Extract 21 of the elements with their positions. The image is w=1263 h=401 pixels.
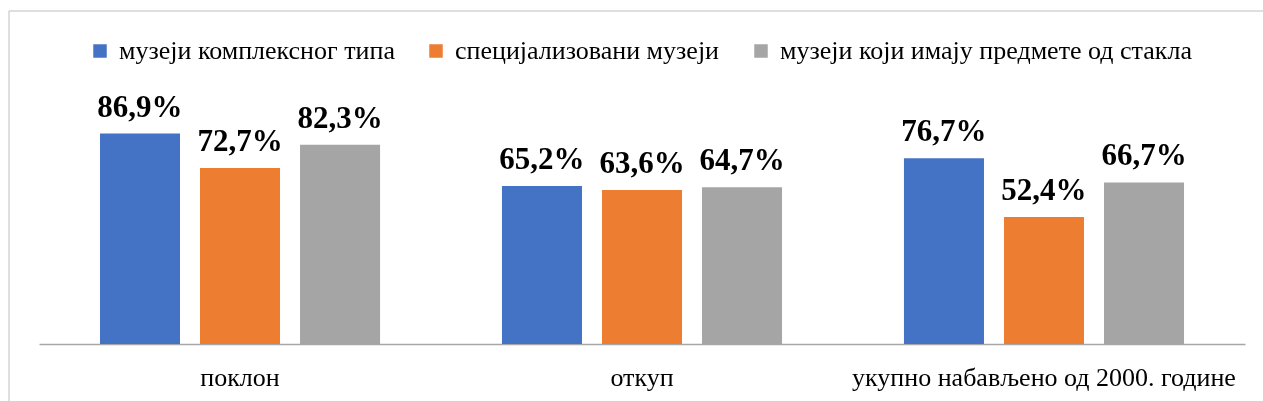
data-label: 63,6% xyxy=(599,144,685,180)
bar xyxy=(1003,217,1084,344)
data-label: 72,7% xyxy=(197,122,283,158)
legend-label: специјализовани музеји xyxy=(455,36,720,65)
data-label: 82,3% xyxy=(297,99,383,135)
bar xyxy=(501,186,582,344)
data-label: 65,2% xyxy=(499,141,585,177)
legend-label: музеји комплексног типа xyxy=(119,36,396,65)
data-label: 64,7% xyxy=(699,142,785,178)
bar xyxy=(99,133,180,344)
data-label: 76,7% xyxy=(901,113,987,149)
data-label: 86,9% xyxy=(97,88,183,124)
bar xyxy=(200,167,281,344)
data-label: 52,4% xyxy=(1001,172,1087,208)
x-tick-label: откуп xyxy=(610,362,674,392)
bar xyxy=(903,158,984,344)
bar xyxy=(601,189,683,344)
data-label: 66,7% xyxy=(1101,137,1187,173)
legend-label: музеји који имају предмете од стакла xyxy=(780,36,1193,65)
x-tick-label: поклон xyxy=(200,362,280,392)
x-tick-label: укупно набављено од 2000. године xyxy=(852,362,1236,392)
